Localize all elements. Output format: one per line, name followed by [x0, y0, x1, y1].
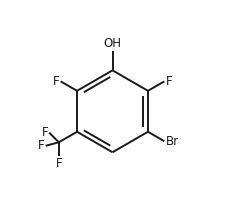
Text: F: F	[42, 126, 48, 139]
Text: F: F	[38, 139, 45, 152]
Text: OH: OH	[104, 37, 122, 50]
Text: F: F	[53, 75, 60, 88]
Text: F: F	[165, 75, 172, 88]
Text: Br: Br	[165, 135, 178, 148]
Text: F: F	[56, 157, 62, 170]
